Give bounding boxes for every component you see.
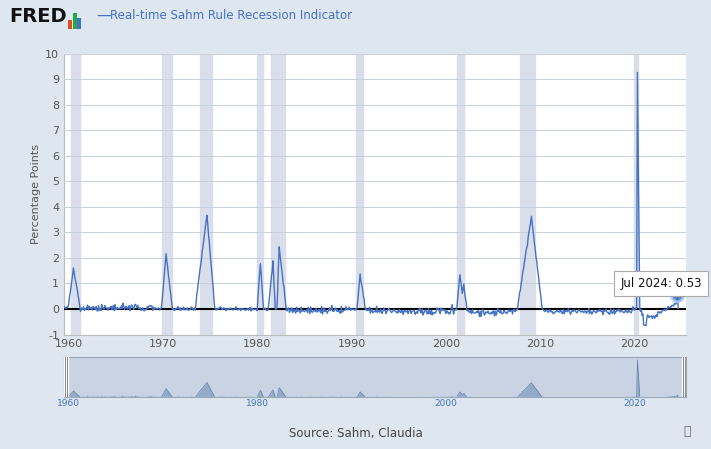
Bar — [71, 54, 80, 335]
Text: —: — — [96, 8, 111, 23]
Bar — [456, 54, 464, 335]
Bar — [200, 54, 212, 335]
Bar — [683, 357, 686, 397]
Bar — [356, 54, 363, 335]
Bar — [73, 13, 77, 29]
Bar — [64, 357, 68, 397]
Bar — [257, 54, 262, 335]
Bar — [162, 54, 171, 335]
Bar — [77, 18, 82, 29]
Bar — [520, 54, 535, 335]
Text: ⛶: ⛶ — [683, 425, 691, 438]
Text: Real-time Sahm Rule Recession Indicator: Real-time Sahm Rule Recession Indicator — [110, 9, 353, 22]
Y-axis label: Percentage Points: Percentage Points — [31, 144, 41, 244]
Text: FRED: FRED — [9, 7, 67, 26]
Bar — [634, 54, 638, 335]
Text: Source: Sahm, Claudia: Source: Sahm, Claudia — [289, 427, 422, 440]
Text: Jul 2024: 0.53: Jul 2024: 0.53 — [620, 277, 702, 291]
Bar — [272, 54, 284, 335]
Bar — [68, 20, 72, 29]
